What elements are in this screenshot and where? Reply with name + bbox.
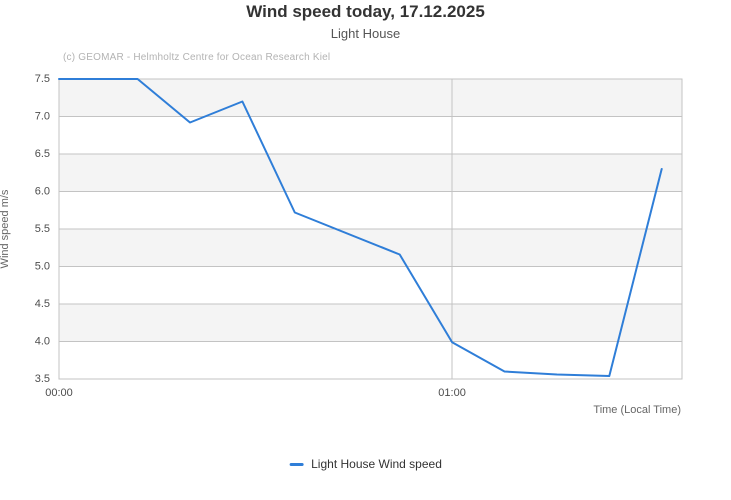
grid-band	[59, 229, 682, 267]
y-axis-tick-label: 7.0	[35, 111, 50, 123]
legend-label: Light House Wind speed	[311, 457, 442, 471]
y-axis-title: Wind speed m/s	[0, 189, 11, 268]
legend-line-marker	[289, 462, 304, 466]
y-axis-tick-label: 5.0	[35, 261, 50, 273]
x-axis-tick-label: 01:00	[438, 387, 466, 399]
y-axis-tick-label: 3.5	[35, 373, 50, 385]
y-axis-tick-label: 6.5	[35, 148, 50, 160]
y-axis-tick-label: 5.5	[35, 223, 50, 235]
grid-band	[59, 304, 682, 342]
x-axis-title: Time (Local Time)	[593, 404, 681, 416]
wind-speed-series-line[interactable]	[58, 78, 663, 377]
chart-subtitle: Light House	[330, 26, 401, 41]
plot-border	[58, 78, 683, 380]
legend-item-light-house[interactable]: Light House Wind speed	[289, 457, 442, 471]
y-axis-tick-label: 6.0	[35, 186, 50, 198]
y-axis-tick-label: 7.5	[35, 73, 50, 85]
y-axis-tick-label: 4.5	[35, 298, 50, 310]
y-axis-tick-label: 4.0	[35, 336, 50, 348]
chart-title: Wind speed today, 17.12.2025	[246, 2, 485, 21]
plot-area: 3.5 4.0 4.5 5.0 5.5 6.0 6.5 7.0 7.5 00:00 01:00 Win…	[0, 73, 683, 416]
credits-text: (c) GEOMAR - Helmholtz Centre for Ocean …	[63, 52, 331, 63]
grid-band	[59, 154, 682, 192]
x-axis-tick-label: 00:00	[45, 387, 73, 399]
grid-band	[59, 79, 682, 117]
